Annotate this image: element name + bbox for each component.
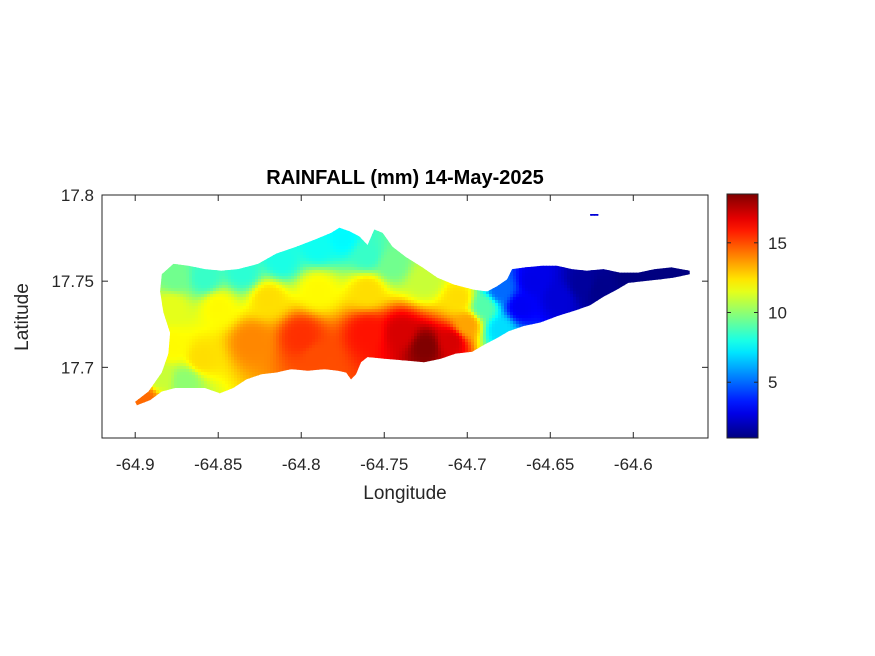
x-axis-ticks: -64.9 -64.85 -64.8 -64.75 -64.7 -64.65 -64.6 [116, 195, 653, 474]
colorbar-tick-label: 5 [768, 373, 777, 392]
y-tick-label: 17.8 [61, 186, 94, 205]
x-tick-label: -64.7 [448, 455, 487, 474]
map-axes: -64.9 -64.85 -64.8 -64.75 -64.7 -64.65 -64.6 1… [51, 186, 709, 474]
y-axis-ticks: 17.7 17.75 17.8 [51, 186, 708, 377]
colorbar-tick-label: 15 [768, 234, 787, 253]
x-tick-label: -64.65 [526, 455, 574, 474]
x-tick-label: -64.8 [282, 455, 321, 474]
x-tick-label: -64.6 [614, 455, 653, 474]
x-tick-label: -64.9 [116, 455, 155, 474]
y-tick-label: 17.7 [61, 358, 94, 377]
plot-frame [101, 194, 709, 439]
y-axis-label: Latitude [12, 283, 33, 351]
y-tick-label: 17.75 [51, 272, 94, 291]
colorbar-tick-label: 10 [768, 304, 787, 323]
chart-title: RAINFALL (mm) 14-May-2025 [266, 167, 543, 189]
x-axis-label: Longitude [363, 483, 446, 504]
colorbar-gradient [726, 193, 759, 439]
colorbar-ticks: 5 10 15 [727, 234, 787, 392]
colorbar: 5 10 15 [726, 193, 787, 439]
x-tick-label: -64.75 [360, 455, 408, 474]
x-tick-label: -64.85 [194, 455, 242, 474]
